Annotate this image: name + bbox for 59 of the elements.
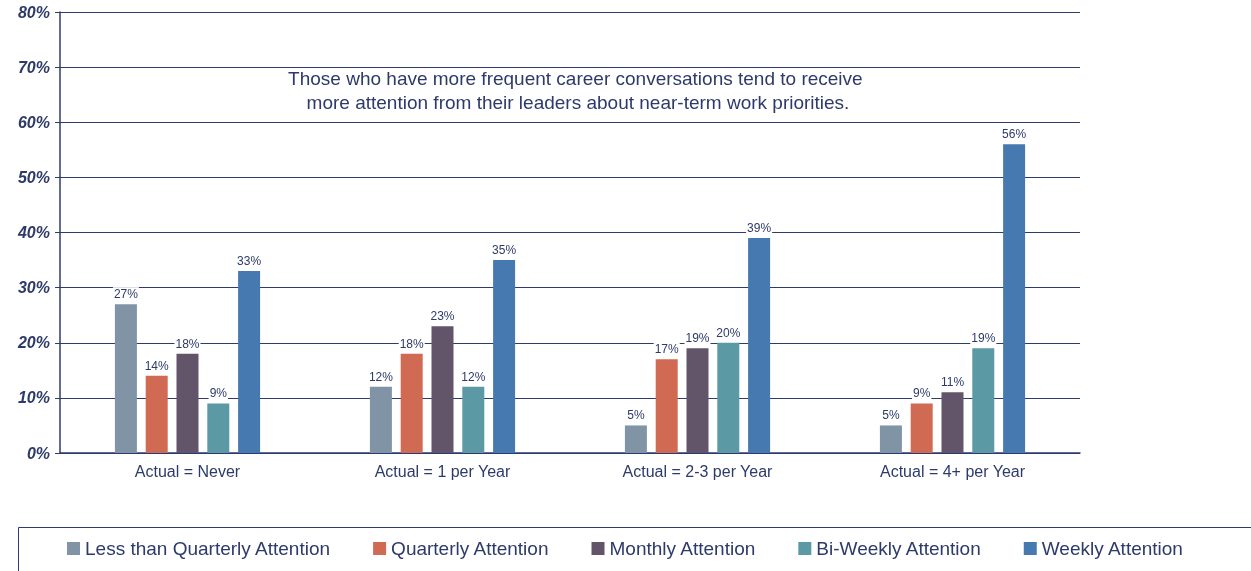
data-label: 23% bbox=[430, 309, 455, 324]
x-tick-label: Actual = 1 per Year bbox=[374, 462, 511, 480]
bar bbox=[910, 403, 933, 453]
data-label: 17% bbox=[654, 342, 680, 357]
data-label: 20% bbox=[716, 325, 741, 340]
x-tick-label: Actual = Never bbox=[134, 462, 241, 480]
y-tick-label: 0% bbox=[26, 444, 50, 462]
bar bbox=[238, 271, 261, 453]
data-label: 33% bbox=[237, 254, 262, 269]
data-label: 9% bbox=[209, 386, 228, 401]
legend-label: Bi-Weekly Attention bbox=[816, 538, 981, 559]
bar bbox=[624, 425, 647, 453]
data-label: 19% bbox=[685, 331, 710, 346]
bar bbox=[369, 386, 392, 453]
data-label: 9% bbox=[913, 386, 931, 401]
y-tick-label: 40% bbox=[16, 224, 50, 241]
legend-label: Less than Quarterly Attention bbox=[85, 538, 331, 559]
data-label: 14% bbox=[144, 358, 170, 373]
y-tick-label: 10% bbox=[17, 389, 50, 407]
data-label: 56% bbox=[1002, 127, 1027, 142]
bar bbox=[114, 304, 137, 453]
y-tick-label: 80% bbox=[17, 3, 50, 21]
y-tick-label: 30% bbox=[17, 279, 50, 297]
bar bbox=[686, 348, 709, 453]
bar bbox=[655, 359, 678, 453]
y-tick-label: 50% bbox=[17, 168, 50, 186]
annotation: Those who have more frequent career conversations tend to receive more attention from their leaders about near-term work priorities. bbox=[288, 67, 868, 113]
x-tick-label: Actual = 4+ per Year bbox=[880, 462, 1026, 480]
bar bbox=[748, 238, 771, 453]
bar bbox=[879, 425, 902, 453]
bar bbox=[400, 353, 423, 453]
bar bbox=[145, 375, 168, 453]
bar bbox=[1003, 144, 1026, 453]
legend-label: Weekly Attention bbox=[1041, 538, 1183, 559]
x-tick-label: Actual = 2-3 per Year bbox=[622, 462, 774, 480]
y-tick-label: 20% bbox=[16, 334, 50, 352]
bar bbox=[717, 342, 740, 453]
y-tick-label: 60% bbox=[17, 113, 50, 131]
bar bbox=[207, 403, 230, 453]
data-label: 35% bbox=[492, 243, 517, 258]
data-label: 12% bbox=[368, 369, 394, 384]
y-tick-label: 70% bbox=[17, 58, 50, 76]
data-label: 39% bbox=[747, 221, 772, 236]
legend-label: Quarterly Attention bbox=[391, 538, 549, 559]
data-label: 18% bbox=[399, 336, 425, 351]
bar bbox=[431, 326, 454, 453]
data-label: 19% bbox=[971, 331, 996, 346]
bar bbox=[176, 353, 199, 453]
data-label: 12% bbox=[461, 369, 486, 384]
data-label: 5% bbox=[882, 408, 900, 423]
data-label: 5% bbox=[627, 408, 645, 423]
data-label: 18% bbox=[175, 336, 200, 351]
bar bbox=[462, 386, 485, 453]
legend-label: Monthly Attention bbox=[609, 538, 756, 559]
data-label: 27% bbox=[113, 287, 139, 302]
bar bbox=[941, 392, 964, 453]
bar bbox=[493, 260, 516, 453]
data-label: 11% bbox=[940, 375, 965, 390]
bar bbox=[972, 348, 995, 453]
